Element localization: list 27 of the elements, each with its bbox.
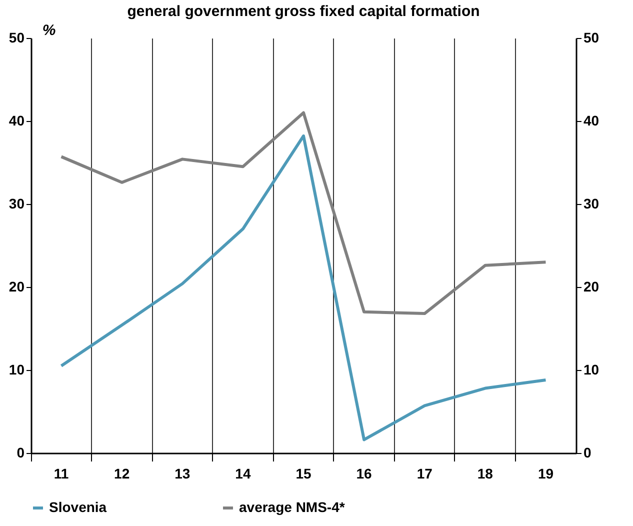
line-series <box>60 111 548 316</box>
y2-tick-label: 30 <box>584 196 600 212</box>
x-tick-label: 15 <box>296 466 312 482</box>
chart-title: general government gross fixed capital formation <box>127 3 480 20</box>
legend-label: Slovenia <box>49 499 107 515</box>
legend-label: average NMS-4* <box>239 499 346 515</box>
line-series <box>60 134 548 442</box>
x-tick-label: 13 <box>174 466 190 482</box>
x-tick-label: 11 <box>54 466 69 482</box>
y-tick-label: 50 <box>8 30 25 46</box>
y2-tick-label: 10 <box>584 362 600 378</box>
y-axis-title: % <box>42 22 56 39</box>
y-tick-label: 20 <box>8 278 25 294</box>
x-tick-label: 18 <box>477 466 494 482</box>
y-tick-label: 10 <box>8 362 25 378</box>
y-tick-label: 40 <box>8 112 25 128</box>
x-tick-label: 16 <box>356 466 372 482</box>
x-tick-label: 12 <box>114 466 130 482</box>
y2-tick-label: 20 <box>584 278 600 294</box>
x-tick-label: 19 <box>538 466 554 482</box>
x-tick-label: 14 <box>235 466 251 482</box>
y-tick-label: 0 <box>16 444 25 460</box>
y2-tick-label: 0 <box>584 444 592 460</box>
x-tick-label: 17 <box>416 466 433 482</box>
y2-tick-label: 50 <box>584 30 600 46</box>
y2-tick-label: 40 <box>584 112 600 128</box>
y-tick-label: 30 <box>8 196 25 212</box>
